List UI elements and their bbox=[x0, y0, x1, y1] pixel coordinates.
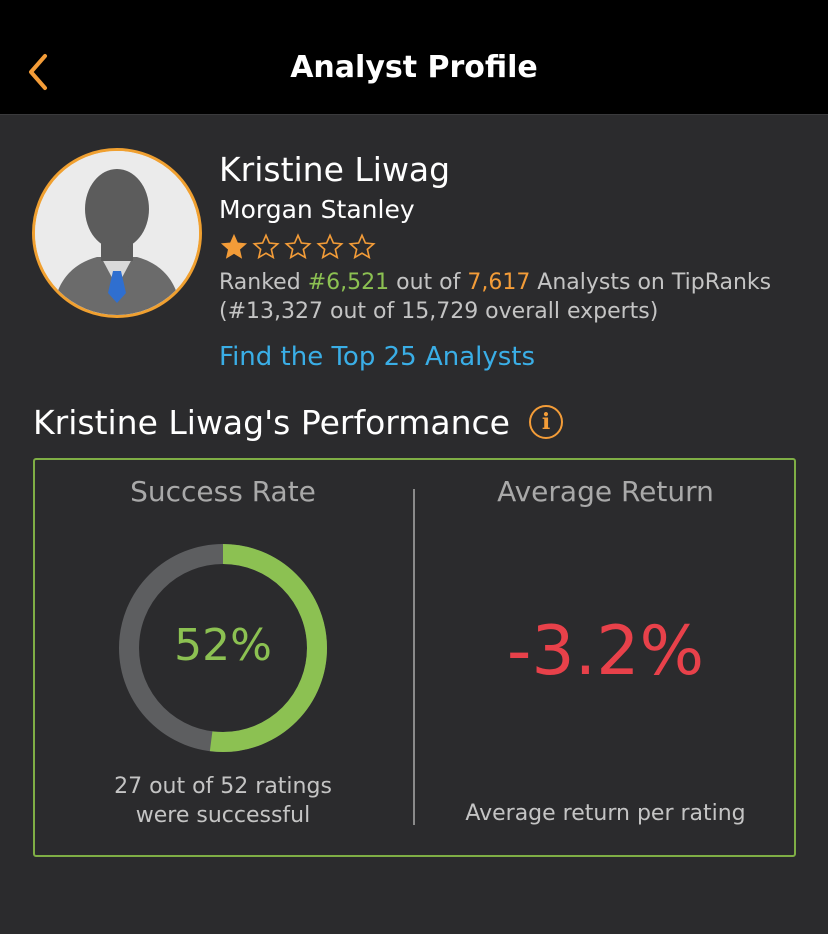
success-caption-line2: were successful bbox=[135, 803, 311, 828]
average-return-label: Average Return bbox=[497, 475, 714, 508]
page-title: Analyst Profile bbox=[290, 50, 538, 85]
success-rate-donut bbox=[119, 544, 327, 752]
back-button[interactable] bbox=[18, 50, 58, 94]
top-bar: Analyst Profile bbox=[0, 0, 828, 115]
info-icon[interactable]: i bbox=[529, 405, 563, 439]
star-empty-icon bbox=[348, 233, 376, 260]
overall-rank: (#13,327 out of 15,729 overall experts) bbox=[219, 299, 659, 324]
performance-title: Kristine Liwag's Performance bbox=[33, 403, 510, 442]
success-rate-value: 52% bbox=[174, 620, 272, 671]
rank-middle: out of bbox=[389, 270, 468, 295]
rank-total: 7,617 bbox=[467, 270, 531, 295]
star-empty-icon bbox=[252, 233, 280, 260]
chevron-left-icon bbox=[29, 54, 47, 90]
analyst-name: Kristine Liwag bbox=[219, 150, 451, 189]
star-filled-icon bbox=[220, 233, 248, 259]
rank-suffix: Analysts on TipRanks bbox=[530, 270, 772, 295]
performance-card bbox=[33, 458, 796, 857]
average-return-value: -3.2% bbox=[506, 612, 705, 691]
rank-value: #6,521 bbox=[307, 270, 390, 295]
donut-progress bbox=[119, 544, 327, 752]
star-empty-icon bbox=[284, 233, 312, 260]
average-return-caption: Average return per rating bbox=[465, 801, 746, 826]
success-rate-caption: 27 out of 52 ratings were successful bbox=[33, 772, 413, 830]
top-25-analysts-link[interactable]: Find the Top 25 Analysts bbox=[219, 342, 536, 372]
success-caption-line1: 27 out of 52 ratings bbox=[114, 774, 332, 799]
silhouette-icon bbox=[35, 151, 199, 315]
rank-line: Ranked #6,521 out of 7,617 Analysts on T… bbox=[219, 270, 771, 295]
analyst-firm: Morgan Stanley bbox=[219, 195, 415, 224]
avatar bbox=[32, 148, 202, 318]
star-rating bbox=[219, 233, 377, 261]
divider bbox=[413, 489, 415, 825]
star-empty-icon bbox=[316, 233, 344, 260]
rank-prefix: Ranked bbox=[219, 270, 308, 295]
success-rate-label: Success Rate bbox=[130, 475, 316, 508]
